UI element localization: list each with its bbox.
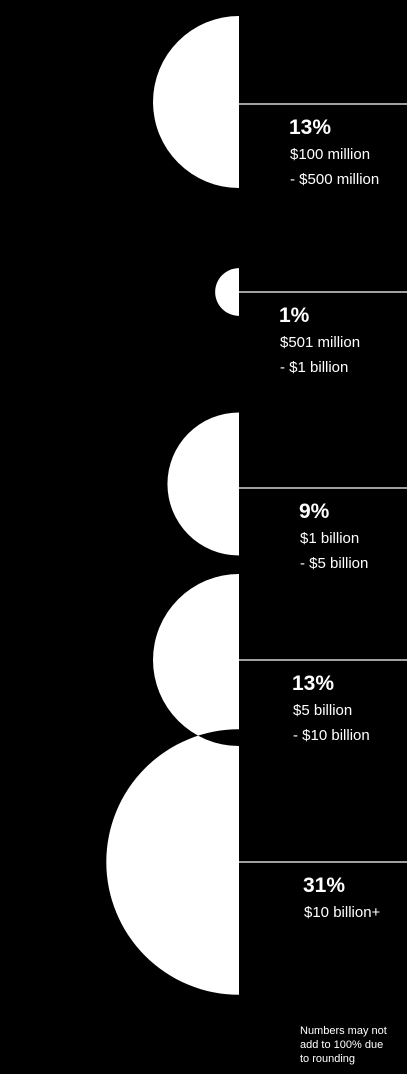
range-label-1-line1: $100 million: [290, 146, 370, 163]
percent-label-2: 1%: [279, 304, 310, 327]
range-label-4-line1: $5 billion: [293, 702, 352, 719]
range-label-4-line2: - $10 billion: [293, 727, 370, 744]
percent-label-4: 13%: [292, 672, 334, 695]
label-group: 13% $100 million - $500 million 1% $501 mill…: [279, 116, 381, 921]
percent-label-3: 9%: [299, 500, 330, 523]
range-label-2-line2: - $1 billion: [280, 359, 348, 376]
range-label-5-line1: $10 billion+: [304, 904, 381, 921]
semicircle-4: [153, 574, 239, 746]
semicircle-group: [106, 16, 240, 995]
semicircle-3: [167, 412, 239, 556]
range-label-3-line1: $1 billion: [300, 530, 359, 547]
percent-label-5: 31%: [303, 874, 345, 897]
range-label-2-line1: $501 million: [280, 334, 360, 351]
range-label-3-line2: - $5 billion: [300, 555, 368, 572]
footnote-line-3: to rounding: [300, 1053, 355, 1065]
range-label-1-line2: - $500 million: [290, 171, 379, 188]
semicircle-2: [215, 268, 239, 316]
footnote-line-2: add to 100% due: [300, 1039, 383, 1051]
divider-group: [239, 103, 407, 863]
percent-label-1: 13%: [289, 116, 331, 139]
semicircle-1: [153, 16, 239, 188]
footnote-line-1: Numbers may not: [300, 1025, 387, 1037]
semicircle-5: [106, 729, 240, 995]
